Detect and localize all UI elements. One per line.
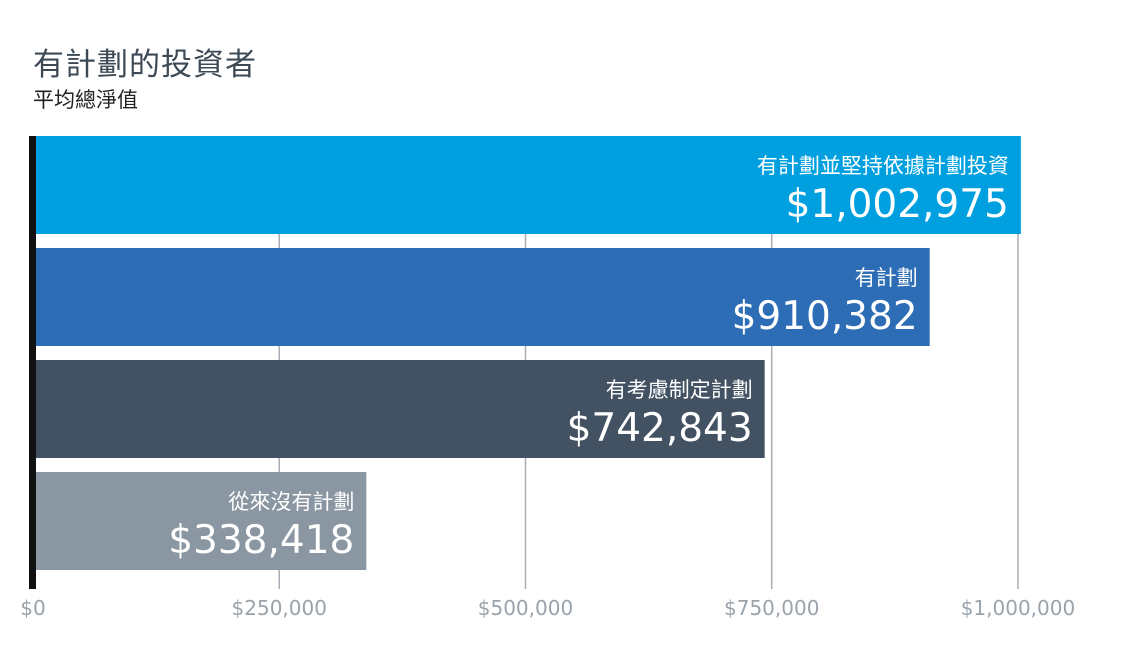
bars: 有計劃並堅持依據計劃投資 $1,002,975 有計劃 $910,382 有考慮制定計劃… <box>33 136 1021 570</box>
bar-category-label: 有考慮制定計劃 <box>606 378 753 402</box>
bar-value-label: $1,002,975 <box>786 182 1009 227</box>
x-tick-label: $1,000,000 <box>961 596 1076 620</box>
chart-subtitle: 平均總淨值 <box>33 88 138 112</box>
bar <box>33 248 930 346</box>
bar-value-label: $742,843 <box>567 406 753 451</box>
x-tick-label: $750,000 <box>724 596 819 620</box>
chart-title: 有計劃的投資者 <box>33 47 257 83</box>
x-axis-ticks: $0 $250,000 $500,000 $750,000 $1,000,000 <box>20 596 1075 620</box>
bar-value-label: $338,418 <box>168 518 354 563</box>
bar-category-label: 有計劃並堅持依據計劃投資 <box>757 154 1009 178</box>
bar <box>33 472 367 570</box>
bar-category-label: 從來沒有計劃 <box>228 490 354 514</box>
x-tick-label: $500,000 <box>478 596 573 620</box>
bar <box>33 136 1021 234</box>
bar <box>33 360 765 458</box>
bar-category-label: 有計劃 <box>855 266 918 290</box>
x-tick-label: $0 <box>20 596 45 620</box>
x-tick-label: $250,000 <box>232 596 327 620</box>
bar-value-label: $910,382 <box>732 294 918 339</box>
y-axis-line <box>29 136 36 589</box>
